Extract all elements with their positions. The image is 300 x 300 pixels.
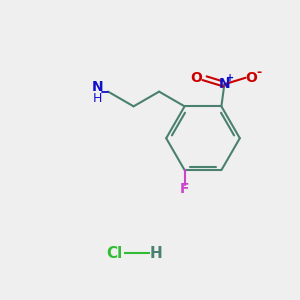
- Text: F: F: [180, 182, 189, 196]
- Text: H: H: [149, 246, 162, 261]
- Text: N: N: [92, 80, 103, 94]
- Text: Cl: Cl: [106, 246, 123, 261]
- Text: -: -: [256, 66, 261, 79]
- Text: N: N: [218, 77, 230, 91]
- Text: +: +: [226, 74, 234, 83]
- Text: O: O: [191, 71, 203, 85]
- Text: O: O: [245, 71, 257, 85]
- Text: H: H: [93, 92, 103, 105]
